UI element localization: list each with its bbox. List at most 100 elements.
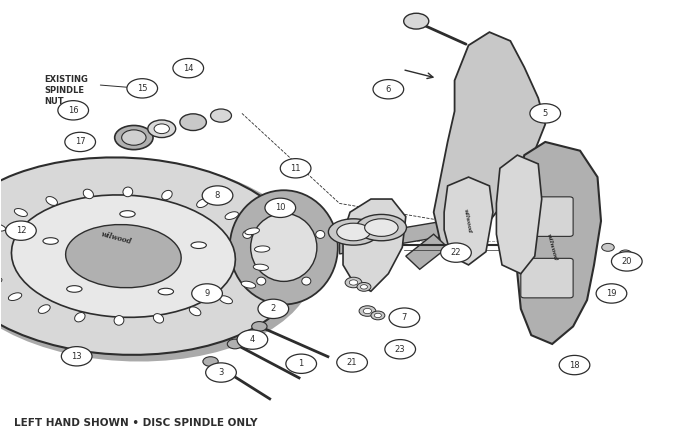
Circle shape: [173, 58, 204, 78]
Ellipse shape: [252, 322, 267, 331]
Circle shape: [286, 354, 316, 373]
Polygon shape: [434, 32, 545, 256]
Circle shape: [602, 244, 614, 251]
Ellipse shape: [66, 286, 82, 292]
Ellipse shape: [203, 357, 218, 366]
Text: wilwood: wilwood: [546, 233, 558, 262]
Polygon shape: [340, 221, 444, 254]
Ellipse shape: [83, 189, 93, 198]
Ellipse shape: [11, 195, 235, 317]
Ellipse shape: [154, 124, 169, 133]
Ellipse shape: [8, 293, 22, 301]
Polygon shape: [343, 199, 406, 291]
Circle shape: [440, 243, 471, 262]
Circle shape: [6, 221, 36, 240]
Circle shape: [596, 284, 626, 303]
Ellipse shape: [255, 246, 270, 252]
FancyBboxPatch shape: [521, 258, 573, 298]
Ellipse shape: [190, 307, 201, 316]
Ellipse shape: [230, 190, 338, 305]
Text: 9: 9: [204, 289, 210, 298]
Circle shape: [619, 250, 631, 258]
Circle shape: [559, 355, 590, 375]
Ellipse shape: [279, 202, 288, 210]
Ellipse shape: [243, 231, 252, 238]
Text: 10: 10: [275, 203, 286, 212]
Text: wilwood: wilwood: [100, 231, 132, 247]
Circle shape: [265, 198, 295, 217]
FancyArrowPatch shape: [422, 24, 466, 44]
Ellipse shape: [180, 114, 206, 130]
Ellipse shape: [0, 157, 304, 355]
Text: EXISTING
SPINDLE
NUT: EXISTING SPINDLE NUT: [45, 75, 88, 106]
Ellipse shape: [0, 224, 6, 231]
Text: 6: 6: [386, 85, 391, 94]
Circle shape: [374, 313, 382, 318]
Ellipse shape: [219, 296, 232, 304]
Ellipse shape: [148, 120, 176, 137]
Text: 15: 15: [137, 84, 148, 93]
Ellipse shape: [337, 223, 370, 241]
Ellipse shape: [120, 211, 135, 217]
Circle shape: [404, 13, 429, 29]
Text: wilwood: wilwood: [463, 208, 472, 234]
Ellipse shape: [123, 187, 133, 197]
Ellipse shape: [153, 314, 164, 323]
Circle shape: [258, 299, 288, 319]
Text: 20: 20: [622, 257, 632, 266]
Circle shape: [280, 159, 311, 178]
Circle shape: [349, 280, 358, 285]
Text: 18: 18: [569, 361, 580, 370]
Text: 14: 14: [183, 64, 193, 72]
Ellipse shape: [115, 126, 153, 150]
Text: 12: 12: [15, 226, 26, 235]
Circle shape: [202, 186, 233, 205]
Circle shape: [337, 353, 368, 372]
Ellipse shape: [211, 109, 232, 122]
Ellipse shape: [302, 277, 311, 285]
Text: 17: 17: [75, 137, 85, 146]
Text: 23: 23: [395, 345, 405, 354]
Circle shape: [127, 79, 158, 98]
Circle shape: [363, 309, 372, 314]
Polygon shape: [496, 155, 542, 274]
Polygon shape: [444, 177, 493, 265]
Ellipse shape: [253, 264, 269, 271]
Ellipse shape: [0, 278, 2, 284]
Circle shape: [612, 252, 642, 271]
Text: 5: 5: [542, 109, 548, 118]
Circle shape: [206, 363, 237, 382]
Ellipse shape: [225, 212, 239, 220]
Circle shape: [58, 101, 88, 120]
Ellipse shape: [0, 160, 314, 362]
Ellipse shape: [251, 213, 317, 282]
Polygon shape: [406, 234, 447, 269]
Ellipse shape: [46, 197, 57, 206]
Polygon shape: [517, 142, 601, 344]
Text: 19: 19: [606, 289, 617, 298]
Ellipse shape: [38, 305, 50, 313]
Circle shape: [62, 347, 92, 366]
Text: 7: 7: [402, 313, 407, 322]
Circle shape: [65, 132, 95, 152]
Circle shape: [371, 311, 385, 320]
Circle shape: [345, 277, 362, 288]
Ellipse shape: [328, 219, 379, 245]
Text: LEFT HAND SHOWN • DISC SPINDLE ONLY: LEFT HAND SHOWN • DISC SPINDLE ONLY: [14, 418, 258, 428]
Ellipse shape: [228, 339, 243, 349]
Circle shape: [359, 306, 376, 316]
Text: 4: 4: [250, 335, 255, 344]
Text: 21: 21: [346, 358, 357, 367]
Ellipse shape: [197, 199, 209, 208]
Ellipse shape: [66, 225, 181, 288]
Circle shape: [530, 104, 561, 123]
Text: 8: 8: [215, 191, 220, 200]
Ellipse shape: [75, 312, 85, 322]
Text: 11: 11: [290, 164, 301, 173]
Circle shape: [520, 191, 545, 207]
Ellipse shape: [14, 209, 27, 217]
Circle shape: [385, 339, 416, 359]
Ellipse shape: [158, 288, 174, 295]
Circle shape: [192, 284, 223, 303]
Circle shape: [373, 80, 404, 99]
